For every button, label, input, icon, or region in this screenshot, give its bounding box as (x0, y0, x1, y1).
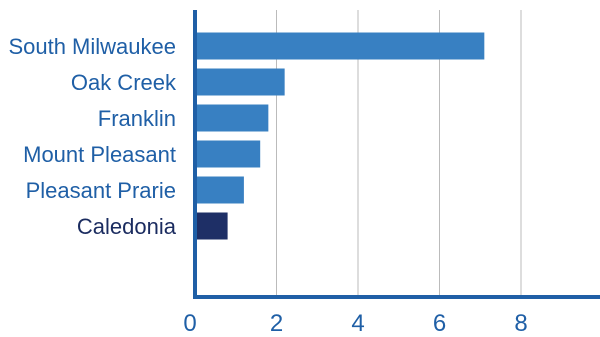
category-label-south-milwaukee: South Milwaukee (8, 34, 176, 59)
category-label-franklin: Franklin (98, 106, 176, 131)
category-label-oak-creek: Oak Creek (71, 70, 177, 95)
category-label-mount-pleasant: Mount Pleasant (23, 142, 176, 167)
bar-caledonia (195, 212, 228, 240)
axes (193, 10, 600, 299)
bar-oak-creek (195, 68, 285, 96)
category-label-caledonia: Caledonia (77, 214, 177, 239)
bar-pleasant-prarie (195, 176, 244, 204)
x-tick-label-8: 8 (514, 310, 527, 337)
category-label-pleasant-prarie: Pleasant Prarie (26, 178, 176, 203)
bar-franklin (195, 104, 269, 132)
bar-south-milwaukee (195, 32, 485, 60)
bars (195, 32, 485, 240)
x-tick-label-4: 4 (351, 310, 364, 337)
bar-mount-pleasant (195, 140, 261, 168)
x-tick-label-2: 2 (270, 310, 283, 337)
x-tick-labels: 0 2 4 6 8 (183, 310, 527, 337)
x-tick-label-6: 6 (433, 310, 446, 337)
x-tick-label-0: 0 (183, 310, 196, 337)
category-labels: South Milwaukee Oak Creek Franklin Mount Pl… (8, 34, 177, 239)
